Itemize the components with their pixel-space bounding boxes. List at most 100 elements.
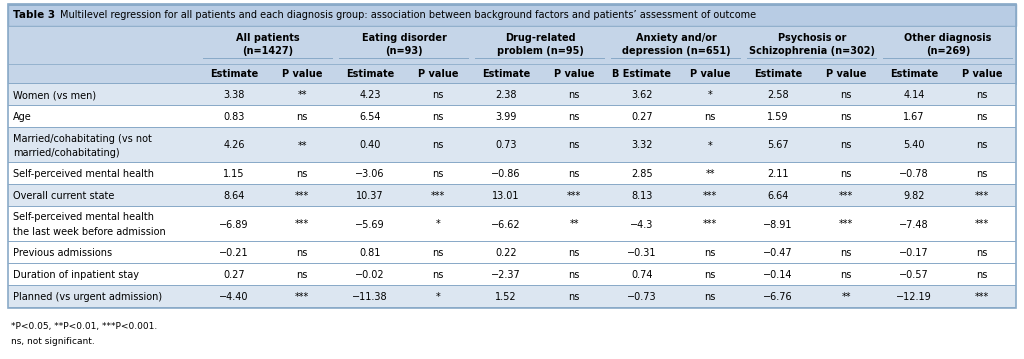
Text: ns: ns — [976, 248, 988, 258]
Text: B Estimate: B Estimate — [612, 69, 672, 79]
Text: −5.69: −5.69 — [355, 219, 385, 229]
Text: ns: ns — [432, 140, 443, 150]
Text: −6.89: −6.89 — [219, 219, 249, 229]
Text: 3.32: 3.32 — [631, 140, 652, 150]
Text: 5.40: 5.40 — [903, 140, 925, 150]
Text: problem (n=95): problem (n=95) — [497, 46, 584, 56]
Text: Self-perceived mental health: Self-perceived mental health — [13, 213, 154, 223]
Text: Women (vs men): Women (vs men) — [13, 90, 96, 100]
Text: ns: ns — [976, 90, 988, 100]
Text: ns: ns — [568, 270, 580, 280]
Text: Overall current state: Overall current state — [13, 191, 115, 201]
Text: ***: *** — [702, 219, 717, 229]
Text: **: ** — [297, 90, 307, 100]
Text: **: ** — [706, 169, 715, 179]
Text: ns: ns — [296, 270, 307, 280]
Bar — [8, 64, 1016, 84]
Text: *P<0.05, **P<0.01, ***P<0.001.: *P<0.05, **P<0.01, ***P<0.001. — [11, 322, 158, 331]
Text: 10.37: 10.37 — [356, 191, 384, 201]
Text: **: ** — [569, 219, 579, 229]
Text: ns: ns — [976, 169, 988, 179]
Text: 0.27: 0.27 — [631, 112, 653, 122]
Text: Planned (vs urgent admission): Planned (vs urgent admission) — [13, 292, 162, 302]
Text: Estimate: Estimate — [482, 69, 530, 79]
Text: ns: ns — [432, 112, 443, 122]
Bar — [203, 58, 333, 59]
Text: 8.64: 8.64 — [223, 191, 245, 201]
Text: ns: ns — [296, 112, 307, 122]
Text: −7.48: −7.48 — [899, 219, 929, 229]
Text: 2.11: 2.11 — [767, 169, 788, 179]
Text: ns: ns — [568, 140, 580, 150]
Text: ns: ns — [705, 270, 716, 280]
Text: 5.67: 5.67 — [767, 140, 788, 150]
Text: Estimate: Estimate — [890, 69, 938, 79]
Text: the last week before admission: the last week before admission — [13, 227, 166, 237]
Text: ns: ns — [705, 112, 716, 122]
Text: −0.21: −0.21 — [219, 248, 249, 258]
Bar — [8, 207, 1016, 242]
Text: Multilevel regression for all patients and each diagnosis group: association bet: Multilevel regression for all patients a… — [60, 10, 756, 20]
Text: ns: ns — [432, 270, 443, 280]
Bar — [8, 242, 1016, 264]
Text: 3.62: 3.62 — [631, 90, 652, 100]
Text: 0.73: 0.73 — [496, 140, 517, 150]
Text: ***: *** — [431, 191, 445, 201]
Text: 2.38: 2.38 — [496, 90, 517, 100]
Text: ***: *** — [975, 292, 989, 302]
Text: depression (n=651): depression (n=651) — [622, 46, 730, 56]
Text: Estimate: Estimate — [754, 69, 802, 79]
Text: ***: *** — [295, 292, 309, 302]
Text: 2.85: 2.85 — [631, 169, 653, 179]
Text: *: * — [708, 90, 713, 100]
Bar — [8, 286, 1016, 308]
Text: Other diagnosis: Other diagnosis — [904, 33, 991, 43]
Bar — [8, 185, 1016, 207]
Text: **: ** — [842, 292, 851, 302]
Text: −4.40: −4.40 — [219, 292, 249, 302]
Bar — [8, 285, 1016, 286]
Text: −0.78: −0.78 — [899, 169, 929, 179]
Text: 4.14: 4.14 — [903, 90, 925, 100]
Text: P value: P value — [962, 69, 1002, 79]
Bar — [611, 58, 741, 59]
Text: 8.13: 8.13 — [632, 191, 652, 201]
Bar — [8, 128, 1016, 163]
Text: ***: *** — [839, 191, 853, 201]
Bar — [8, 105, 1016, 106]
Text: Psychosis or: Psychosis or — [778, 33, 846, 43]
Text: ***: *** — [975, 219, 989, 229]
Text: Anxiety and/or: Anxiety and/or — [636, 33, 717, 43]
Bar — [8, 162, 1016, 163]
Bar — [8, 83, 1016, 84]
Text: ns: ns — [568, 292, 580, 302]
Text: −11.38: −11.38 — [352, 292, 388, 302]
Bar — [8, 127, 1016, 128]
Text: 0.81: 0.81 — [359, 248, 381, 258]
Text: ns: ns — [841, 169, 852, 179]
Bar — [475, 58, 605, 59]
Text: 4.26: 4.26 — [223, 140, 245, 150]
Text: (n=93): (n=93) — [385, 46, 423, 56]
Bar — [8, 241, 1016, 242]
Text: *: * — [435, 219, 440, 229]
Bar — [8, 84, 1016, 106]
Text: P value: P value — [282, 69, 323, 79]
Text: 3.99: 3.99 — [496, 112, 517, 122]
Text: ns: ns — [568, 248, 580, 258]
Text: ns: ns — [841, 112, 852, 122]
Text: *: * — [435, 292, 440, 302]
Text: Schizophrenia (n=302): Schizophrenia (n=302) — [749, 46, 874, 56]
Bar — [339, 58, 469, 59]
Text: ns, not significant.: ns, not significant. — [11, 336, 95, 345]
Text: −4.3: −4.3 — [631, 219, 653, 229]
Text: −0.86: −0.86 — [492, 169, 521, 179]
Text: −0.31: −0.31 — [628, 248, 656, 258]
Text: Estimate: Estimate — [210, 69, 258, 79]
Text: ns: ns — [705, 292, 716, 302]
Text: Married/cohabitating (vs not: Married/cohabitating (vs not — [13, 134, 152, 144]
Bar — [8, 4, 1016, 26]
Text: 2.58: 2.58 — [767, 90, 788, 100]
Bar — [883, 58, 1013, 59]
Text: 6.54: 6.54 — [359, 112, 381, 122]
